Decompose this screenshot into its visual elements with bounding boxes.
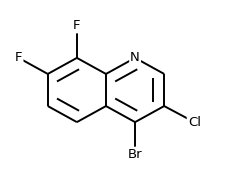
Text: F: F (73, 19, 80, 32)
Text: Br: Br (127, 148, 142, 161)
Text: N: N (130, 51, 139, 64)
Text: Cl: Cl (187, 116, 200, 129)
Text: F: F (15, 51, 22, 64)
